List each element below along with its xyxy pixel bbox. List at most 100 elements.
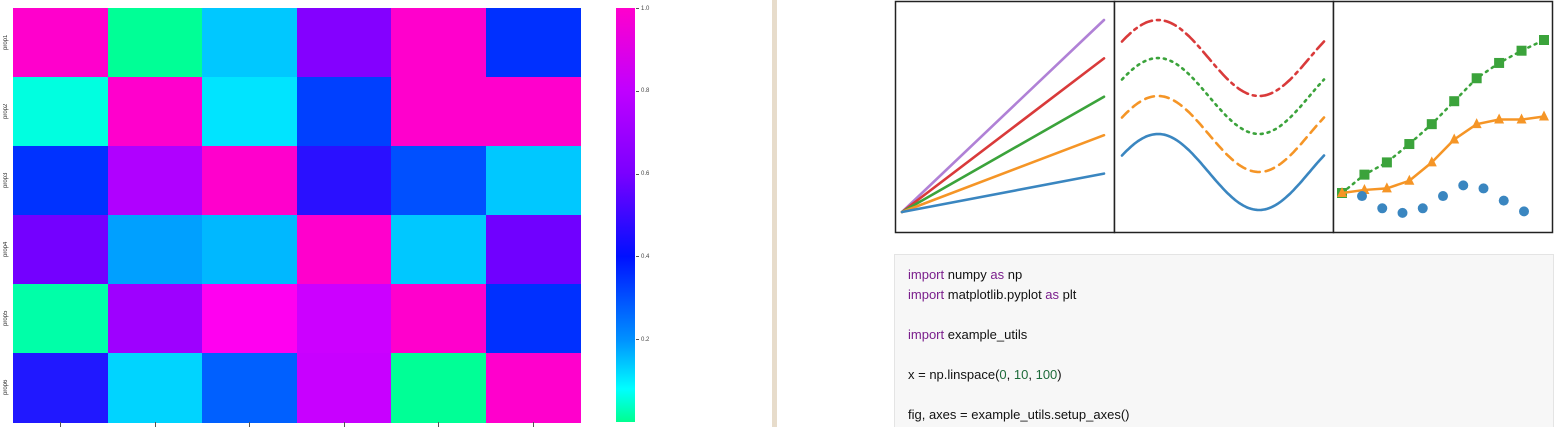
colorbar-tick-label: 0.6 — [641, 171, 650, 178]
panel1-line — [900, 133, 1106, 214]
code-text: ) — [1057, 367, 1062, 382]
panel3-square-marker — [1404, 139, 1415, 150]
colorbar — [616, 8, 635, 422]
code-text: example_utils — [944, 327, 1028, 342]
panel3-circle-marker — [1498, 195, 1509, 206]
heatmap-cell — [13, 77, 108, 147]
panel3-solid-line — [1341, 115, 1545, 195]
heatmap-x-tick — [438, 422, 440, 427]
panel3-square-marker — [1359, 169, 1370, 180]
panel3-triangle-marker — [1381, 182, 1392, 193]
panel3-circle-marker — [1357, 191, 1367, 202]
heatmap-pane: prop1 prop2 prop3 prop4 prop5 prop6 1.0 0.8 0.6… — [0, 0, 770, 427]
colorbar-tick — [636, 173, 639, 175]
code-keyword: as — [1045, 287, 1060, 302]
heatmap-cell — [202, 77, 297, 147]
code-text: numpy — [944, 267, 991, 282]
heatmap-cell — [107, 353, 203, 423]
heatmap-row-label: prop5 — [3, 310, 9, 327]
code-text: np — [1004, 267, 1023, 282]
heatmap-cell — [296, 146, 392, 216]
heatmap-cell — [485, 146, 581, 216]
heatmap-cell — [13, 284, 108, 354]
colorbar-tick-label: 0.4 — [641, 253, 650, 260]
code-keyword: import — [908, 287, 945, 302]
heatmap-x-tick — [60, 422, 62, 427]
panel3-triangle-marker — [1426, 156, 1437, 167]
code-number: 100 — [1035, 367, 1058, 382]
colorbar-tick-label: 0.2 — [641, 336, 650, 343]
panel3-circle-marker — [1438, 191, 1448, 202]
heatmap-cell — [107, 77, 203, 147]
code-keyword: as — [990, 267, 1005, 282]
colorbar-tick-label: 1.0 — [641, 5, 650, 12]
example-figure — [894, 0, 1554, 234]
heatmap-cell — [391, 353, 486, 423]
code-keyword: import — [908, 327, 945, 342]
heatmap-cell — [485, 8, 581, 78]
code-line-2: import matplotlib.pyplot as plt — [908, 287, 1076, 302]
code-keyword: import — [908, 267, 945, 282]
panel3-square-marker — [1471, 73, 1482, 84]
heatmap-cell — [296, 215, 392, 285]
heatmap-row-label: prop2 — [3, 103, 9, 120]
heatmap-cell — [107, 8, 203, 78]
panel2-curve — [1120, 56, 1326, 136]
code-block[interactable]: import numpy as np import matplotlib.pyp… — [894, 254, 1554, 427]
panel3-triangle-marker — [1449, 133, 1460, 144]
heatmap-row-label: prop4 — [3, 241, 9, 258]
panel3-triangle-marker — [1404, 174, 1415, 185]
code-text: fig, axes = example_utils.setup_axes() — [908, 407, 1130, 422]
heatmap-cell — [13, 215, 108, 285]
heatmap-x-tick — [343, 422, 345, 427]
panel3-square-marker — [1426, 119, 1437, 130]
heatmap-cell — [391, 77, 486, 147]
panel1-line — [900, 18, 1106, 214]
code-line-1: import numpy as np — [908, 267, 1022, 282]
heatmap-cell — [296, 284, 392, 354]
heatmap-cell — [202, 353, 297, 423]
heatmap-cell — [107, 146, 203, 216]
heatmap-cell — [391, 284, 486, 354]
colorbar-tick — [636, 256, 639, 258]
code-line-4: x = np.linspace(0, 10, 100) — [908, 367, 1062, 382]
colorbar-tick — [636, 8, 639, 9]
panel3-triangle-marker — [1471, 118, 1482, 129]
colorbar-tick-label: 0.8 — [641, 88, 650, 95]
panel3-circle-marker — [1519, 206, 1529, 217]
heatmap-cell — [391, 8, 486, 78]
heatmap-cell — [202, 146, 297, 216]
heatmap-cell — [202, 8, 297, 78]
code-number: 10 — [1013, 367, 1029, 382]
panel3-triangle-marker — [1337, 187, 1347, 197]
panel3-circle-marker — [1478, 183, 1489, 194]
heatmap-cell — [13, 8, 108, 78]
heatmap-cell — [296, 8, 392, 78]
panel3-circle-marker — [1397, 207, 1408, 218]
plot-panel-2 — [1113, 0, 1335, 234]
code-text: x = np.linspace( — [908, 367, 1000, 382]
heatmap-cell — [107, 284, 203, 354]
heatmap-cell — [391, 215, 486, 285]
heatmap-cell — [296, 77, 392, 147]
heatmap-cell — [13, 353, 108, 423]
panel3-square-marker — [1516, 45, 1527, 56]
heatmap-row-label: prop6 — [3, 379, 9, 396]
pane-divider[interactable] — [772, 0, 777, 427]
heatmap-cell — [107, 215, 203, 285]
heatmap-cell — [485, 77, 581, 147]
heatmap-row-label: prop1 — [3, 34, 9, 51]
heatmap-cell — [296, 353, 392, 423]
panel3-triangle-marker — [1516, 113, 1527, 124]
panel2-curve — [1120, 18, 1326, 98]
code-text: matplotlib.pyplot — [944, 287, 1046, 302]
heatmap-cell — [202, 215, 297, 285]
panel3-dotted-line — [1340, 38, 1546, 195]
example-pane: import numpy as np import matplotlib.pyp… — [777, 0, 1561, 427]
heatmap-cell — [13, 146, 108, 216]
panel3-circle-marker — [1417, 203, 1428, 214]
code-line-5: fig, axes = example_utils.setup_axes() — [908, 407, 1129, 422]
code-text: plt — [1059, 287, 1077, 302]
panel2-curve — [1120, 132, 1326, 212]
heatmap-x-tick — [249, 422, 251, 427]
